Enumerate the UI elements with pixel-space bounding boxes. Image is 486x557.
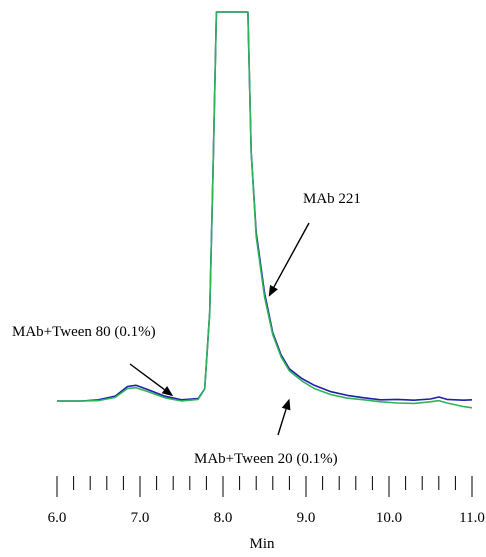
annotation-mab-tween-20: MAb+Tween 20 (0.1%): [194, 451, 338, 467]
annotation-arrow-2: [129, 363, 174, 397]
x-axis-label: Min: [249, 536, 275, 552]
series-layer: [57, 11, 473, 409]
x-tick-label: 6.0: [48, 510, 67, 526]
x-tick-label: 11.0: [459, 510, 485, 526]
x-tick-label: 8.0: [214, 510, 233, 526]
x-tick-label: 10.0: [376, 510, 402, 526]
annotation-arrow-1: [268, 222, 310, 297]
annotation-mab-221: MAb 221: [303, 191, 361, 207]
x-tick-label: 9.0: [297, 510, 316, 526]
annotation-arrow-3: [277, 398, 291, 436]
series-line-1: [57, 11, 473, 402]
x-axis: 6.0 7.0 8.0 9.0 10.0 11.0: [48, 476, 485, 526]
x-tick-label: 7.0: [131, 510, 150, 526]
annotation-arrows: [129, 222, 310, 436]
annotation-mab-tween-80: MAb+Tween 80 (0.1%): [12, 324, 156, 340]
series-line-2: [57, 11, 473, 409]
